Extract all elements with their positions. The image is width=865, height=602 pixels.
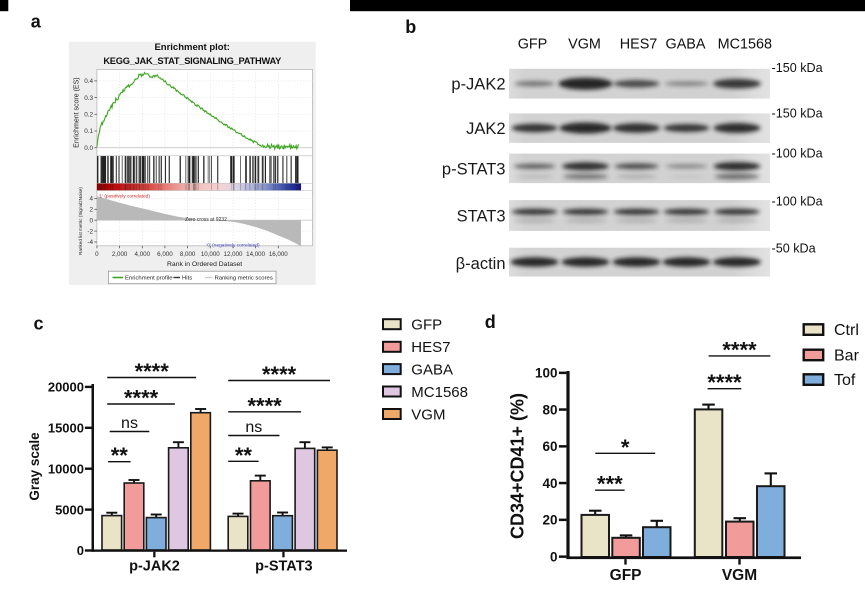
svg-text:KEGG_JAK_STAT_SIGNALING_PATHWA: KEGG_JAK_STAT_SIGNALING_PATHWAY	[103, 56, 282, 66]
svg-text:GFP: GFP	[411, 317, 442, 334]
svg-text:0: 0	[90, 217, 94, 224]
svg-text:0.2: 0.2	[84, 112, 93, 119]
svg-text:0.0: 0.0	[84, 145, 93, 152]
svg-text:5000: 5000	[55, 502, 84, 517]
svg-text:2: 2	[90, 207, 94, 214]
svg-text:GABA: GABA	[666, 36, 706, 52]
svg-text:**: **	[235, 443, 253, 468]
svg-text:Ranking metric scores: Ranking metric scores	[215, 276, 273, 282]
svg-text:p-JAK2: p-JAK2	[451, 76, 505, 94]
svg-text:Enrichment score (ES): Enrichment score (ES)	[73, 77, 80, 147]
svg-text:4,000: 4,000	[135, 251, 151, 258]
svg-text:-100 kDa: -100 kDa	[772, 194, 823, 208]
svg-text:40: 40	[542, 476, 557, 491]
svg-text:Hits: Hits	[182, 276, 192, 282]
svg-text:Gray scale: Gray scale	[27, 432, 42, 501]
svg-text:HES7: HES7	[620, 36, 658, 52]
svg-text:MC1568: MC1568	[411, 384, 468, 401]
svg-text:VGM: VGM	[568, 36, 601, 52]
svg-text:10,000: 10,000	[201, 251, 220, 258]
svg-text:VGM: VGM	[411, 406, 445, 423]
svg-text:0: 0	[550, 549, 558, 564]
svg-text:-4: -4	[87, 239, 93, 246]
svg-text:-2: -2	[87, 228, 93, 235]
svg-text:10000: 10000	[48, 461, 84, 476]
svg-text:****: ****	[247, 393, 282, 418]
svg-text:'1' (positively correlated): '1' (positively correlated)	[99, 194, 151, 200]
svg-text:MC1568: MC1568	[718, 36, 772, 52]
svg-text:p-STAT3: p-STAT3	[442, 160, 506, 178]
svg-text:20: 20	[542, 513, 557, 528]
svg-text:**: **	[111, 443, 129, 468]
svg-text:2,000: 2,000	[112, 251, 128, 258]
svg-text:p-STAT3: p-STAT3	[255, 559, 312, 575]
svg-text:p-JAK2: p-JAK2	[129, 559, 180, 575]
svg-text:****: ****	[262, 362, 297, 387]
svg-text:****: ****	[135, 359, 170, 384]
svg-text:Ctrl: Ctrl	[834, 322, 859, 339]
svg-text:Ranked list metric (Signal2Noi: Ranked list metric (Signal2Noise)	[78, 187, 83, 255]
svg-text:a: a	[31, 12, 42, 32]
svg-text:b: b	[405, 17, 416, 37]
svg-text:100: 100	[535, 366, 558, 381]
svg-text:-150 kDa: -150 kDa	[772, 107, 823, 121]
svg-text:CD34+CD41+ (%): CD34+CD41+ (%)	[508, 393, 528, 539]
svg-text:16,000: 16,000	[269, 251, 288, 258]
svg-text:GFP: GFP	[518, 36, 548, 52]
svg-text:d: d	[485, 312, 496, 332]
svg-text:STAT3: STAT3	[457, 207, 506, 225]
svg-text:80: 80	[542, 402, 557, 417]
svg-text:*: *	[621, 435, 630, 460]
svg-text:'0' (negatively correlated): '0' (negatively correlated)	[206, 242, 260, 248]
svg-text:***: ***	[597, 472, 623, 497]
svg-text:-150 kDa: -150 kDa	[772, 61, 823, 75]
svg-text:ns: ns	[121, 415, 138, 432]
svg-text:0: 0	[95, 251, 99, 258]
svg-text:Bar: Bar	[834, 347, 860, 364]
svg-text:12,000: 12,000	[224, 251, 243, 258]
svg-text:JAK2: JAK2	[466, 120, 505, 138]
svg-text:GABA: GABA	[411, 361, 453, 378]
svg-text:-100 kDa: -100 kDa	[772, 146, 823, 160]
svg-text:-50 kDa: -50 kDa	[772, 241, 816, 255]
svg-text:15000: 15000	[48, 421, 84, 436]
svg-text:20000: 20000	[48, 380, 84, 395]
svg-text:ns: ns	[245, 419, 262, 436]
svg-text:VGM: VGM	[722, 567, 757, 584]
svg-text:Enrichment profile: Enrichment profile	[125, 276, 173, 282]
svg-text:Zero cross at 9232: Zero cross at 9232	[185, 217, 227, 223]
svg-text:****: ****	[707, 370, 742, 395]
svg-text:Enrichment plot:: Enrichment plot:	[154, 42, 229, 53]
svg-text:4: 4	[90, 196, 94, 203]
svg-text:14,000: 14,000	[246, 251, 265, 258]
svg-text:0.1: 0.1	[84, 128, 93, 135]
svg-text:GFP: GFP	[610, 567, 642, 584]
svg-text:Tof: Tof	[834, 372, 856, 389]
svg-text:****: ****	[722, 337, 757, 362]
svg-text:****: ****	[124, 386, 159, 411]
svg-text:0.4: 0.4	[84, 78, 93, 85]
svg-text:Rank in Ordered Dataset: Rank in Ordered Dataset	[167, 261, 242, 268]
svg-text:β-actin: β-actin	[456, 255, 506, 273]
svg-text:8,000: 8,000	[180, 251, 196, 258]
svg-text:HES7: HES7	[411, 339, 450, 356]
svg-text:c: c	[34, 313, 44, 333]
svg-text:0: 0	[77, 543, 84, 558]
svg-text:6,000: 6,000	[157, 251, 173, 258]
svg-text:0.3: 0.3	[84, 95, 93, 102]
svg-text:60: 60	[542, 439, 557, 454]
